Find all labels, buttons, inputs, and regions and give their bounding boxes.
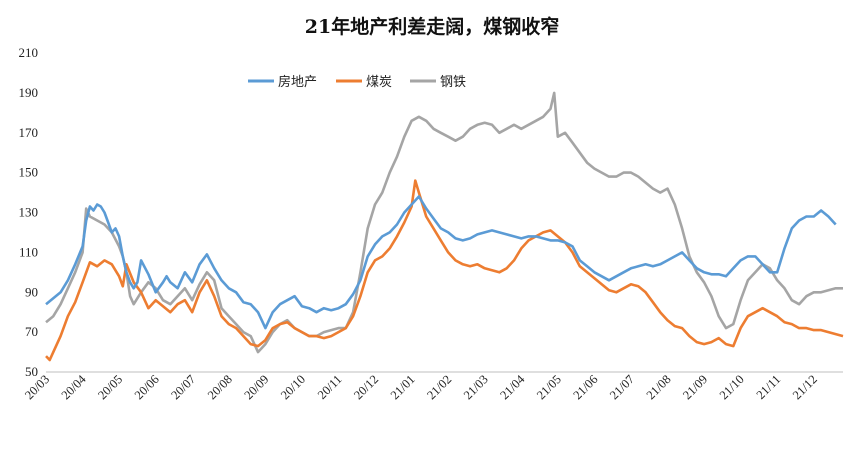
- x-tick-label: 20/07: [168, 372, 198, 402]
- y-tick-label: 110: [19, 244, 38, 259]
- x-tick-label: 20/10: [278, 372, 308, 402]
- x-tick-label: 21/12: [790, 372, 820, 402]
- x-tick-label: 20/08: [205, 372, 235, 402]
- y-tick-label: 170: [19, 125, 39, 140]
- x-tick-label: 21/07: [607, 372, 637, 402]
- y-tick-label: 70: [25, 324, 38, 339]
- y-tick-label: 190: [19, 85, 39, 100]
- legend-label: 钢铁: [440, 75, 466, 90]
- y-tick-label: 50: [25, 364, 38, 379]
- x-tick-label: 21/09: [680, 372, 710, 402]
- chart-title: 21年地产利差走阔，煤钢收窄: [304, 16, 560, 38]
- series-line: [45, 91, 843, 354]
- x-tick-label: 20/04: [59, 372, 90, 403]
- x-tick-label: 21/03: [461, 372, 491, 402]
- x-axis: 20/03 20/04 20/05 20/06 20/07 20/08 20/09 20/10…: [22, 372, 820, 403]
- series-line: [45, 179, 844, 362]
- legend-label: 煤炭: [366, 75, 392, 90]
- y-tick-label: 130: [19, 205, 39, 220]
- x-tick-label: 20/05: [95, 372, 125, 402]
- x-tick-label: 20/06: [132, 372, 162, 402]
- x-tick-label: 21/05: [534, 372, 564, 402]
- x-tick-label: 20/09: [241, 372, 271, 402]
- legend-label: 房地产: [278, 74, 317, 90]
- x-tick-label: 21/10: [717, 372, 747, 402]
- x-tick-label: 21/08: [644, 372, 674, 402]
- x-tick-label: 21/04: [497, 372, 528, 403]
- y-tick-label: 90: [25, 284, 38, 299]
- x-tick-label: 21/06: [570, 372, 600, 402]
- x-tick-label: 20/12: [351, 372, 381, 402]
- y-tick-label: 150: [19, 165, 39, 180]
- x-tick-label: 21/02: [424, 372, 454, 402]
- y-axis: 50 70 90 110 130 150 170 190 210: [19, 45, 39, 379]
- x-tick-label: 20/11: [315, 372, 345, 402]
- x-tick-label: 21/01: [388, 372, 418, 402]
- series-group: [45, 91, 844, 362]
- y-tick-label: 210: [19, 45, 39, 60]
- legend: 房地产 煤炭 钢铁: [248, 74, 466, 90]
- x-tick-label: 21/11: [754, 372, 784, 402]
- series-line: [45, 195, 837, 330]
